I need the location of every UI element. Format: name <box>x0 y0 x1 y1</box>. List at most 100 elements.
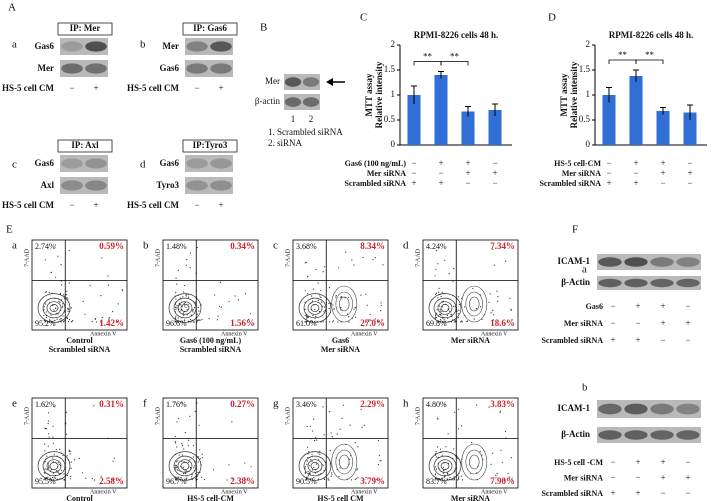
blot-band <box>85 158 107 169</box>
event-dot <box>208 318 210 320</box>
event-dot <box>67 308 69 310</box>
y-axis-label: 7-AAD <box>155 406 161 425</box>
condition-label: Gas6 (100 ng/mL) <box>345 159 407 168</box>
blot-band <box>302 77 320 87</box>
event-dot <box>194 301 196 303</box>
quadrant-value: 4.24% <box>426 242 447 251</box>
quadrant-value: 1.56% <box>230 318 255 328</box>
event-dot <box>43 319 45 321</box>
event-dot <box>311 300 313 302</box>
blot-band <box>676 278 700 288</box>
event-dot <box>437 297 439 299</box>
quadrant-value: 1.76% <box>166 400 187 409</box>
event-dot <box>339 467 341 469</box>
event-dot <box>237 299 239 301</box>
event-dot <box>69 453 71 455</box>
event-dot <box>439 319 442 321</box>
event-dot <box>44 443 46 445</box>
sub-label: d <box>403 240 409 252</box>
event-dot <box>449 310 451 312</box>
panel-label: E <box>6 224 13 236</box>
event-dot <box>89 284 91 287</box>
row-label: β-Actin <box>561 277 590 287</box>
event-dot <box>446 472 449 474</box>
sign: − <box>606 168 611 178</box>
event-dot <box>61 306 63 308</box>
quadrant-value: 7.90% <box>490 476 515 486</box>
event-dot <box>189 318 192 321</box>
event-dot <box>67 307 69 309</box>
event-dot <box>101 257 103 259</box>
event-dot <box>181 320 183 322</box>
event-dot <box>331 472 333 474</box>
panel-label: C <box>360 12 367 24</box>
event-dot <box>175 464 177 467</box>
event-dot <box>480 306 482 308</box>
x-axis-label: Annexin V <box>90 331 117 337</box>
event-dot <box>476 404 478 406</box>
sub-label: b <box>143 240 149 252</box>
event-dot <box>108 317 110 319</box>
sub-label: c <box>12 159 17 171</box>
event-dot <box>332 304 334 306</box>
event-dot <box>54 244 57 246</box>
event-dot <box>439 310 441 312</box>
event-dot <box>45 316 48 318</box>
event-dot <box>184 431 186 434</box>
event-dot <box>111 311 114 313</box>
event-dot <box>56 478 59 480</box>
event-dot <box>63 473 65 475</box>
event-dot <box>185 294 187 296</box>
event-dot <box>454 321 456 323</box>
event-dot <box>330 302 332 304</box>
event-dot <box>438 305 440 307</box>
y-axis-label: 7-AAD <box>285 248 291 267</box>
sign: + <box>660 457 665 467</box>
event-dot <box>449 477 451 479</box>
event-dot <box>438 287 440 289</box>
legend-text: 1. Scrambled siRNA <box>268 127 343 137</box>
event-dot <box>497 300 499 302</box>
event-dot <box>176 461 178 463</box>
event-dot <box>450 313 453 315</box>
event-dot <box>434 317 436 319</box>
event-dot <box>244 462 246 464</box>
event-dot <box>438 477 440 480</box>
event-dot <box>313 477 315 479</box>
event-dot <box>63 320 65 322</box>
event-dot <box>304 472 306 474</box>
bar <box>461 111 475 145</box>
event-dot <box>340 306 342 308</box>
blot <box>597 254 701 270</box>
event-dot <box>100 295 102 297</box>
event-dot <box>100 475 102 477</box>
event-dot <box>52 436 54 438</box>
contour <box>465 449 483 475</box>
event-dot <box>510 308 512 310</box>
event-dot <box>194 410 196 412</box>
event-dot <box>43 306 45 308</box>
row-label: Axl <box>41 180 55 190</box>
x-axis-label: Annexin V <box>481 489 508 495</box>
event-dot <box>121 289 123 291</box>
event-dot <box>323 434 325 436</box>
event-dot <box>304 308 306 310</box>
sign: + <box>660 473 665 483</box>
event-dot <box>362 256 364 259</box>
contour <box>437 301 453 315</box>
sign: + <box>218 83 223 93</box>
y-axis-label: MTT assay <box>364 73 374 117</box>
sign: + <box>660 318 665 328</box>
event-dot <box>445 446 447 448</box>
event-dot <box>312 469 314 471</box>
sub-label: a <box>582 264 587 276</box>
contour <box>428 451 462 481</box>
blot-band <box>61 180 83 191</box>
event-dot <box>473 318 475 320</box>
event-dot <box>305 246 307 248</box>
event-dot <box>330 432 332 434</box>
sign: + <box>633 178 638 188</box>
row-label: Gas6 <box>34 41 54 51</box>
y-axis-label: MTT assay <box>559 73 569 117</box>
